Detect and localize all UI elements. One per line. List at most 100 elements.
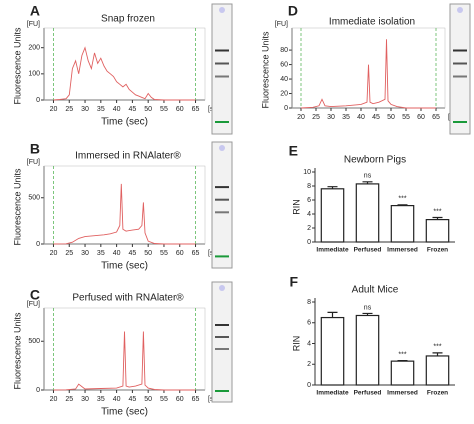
x-tick-label: Frozen (427, 390, 448, 397)
gel-band (215, 255, 229, 258)
gel-band (453, 62, 467, 65)
trace (53, 183, 196, 245)
gel-band (453, 121, 467, 123)
y-tick-label: 0 (307, 382, 311, 389)
annotation: ns (364, 173, 372, 180)
error-bar (397, 360, 408, 362)
error-bar (362, 312, 373, 316)
y-tick-label: 6 (307, 320, 311, 327)
bar (320, 188, 345, 243)
x-tick-label: Immediate (316, 390, 349, 397)
panel-letter: A (30, 3, 40, 19)
error-bar (432, 352, 443, 356)
y-axis-label: Fluorescence Units (12, 312, 22, 390)
x-tick-label: 35 (97, 396, 105, 403)
y-tick-label: 4 (307, 211, 311, 218)
x-tick-label: 65 (432, 114, 440, 121)
chart-title: Immediate isolation (329, 17, 415, 28)
gel-band (215, 324, 229, 326)
x-tick-label: 40 (113, 250, 121, 257)
y-unit: [FU] (27, 301, 40, 308)
y-tick-label: 0 (307, 239, 311, 246)
trace (300, 39, 436, 109)
y-tick-label: 200 (28, 45, 40, 52)
x-tick-label: Immersed (387, 390, 418, 397)
y-axis-label: RIN (291, 199, 301, 215)
gel-band (215, 348, 229, 350)
bar (425, 355, 450, 386)
x-tick-label: 45 (128, 250, 136, 257)
y-tick-label: 0 (36, 97, 40, 104)
x-tick-label: 55 (160, 250, 168, 257)
gel-well (219, 7, 225, 13)
x-tick-label: 20 (50, 250, 58, 257)
trace (53, 46, 196, 101)
x-tick-label: 50 (144, 250, 152, 257)
x-tick-label: 65 (192, 106, 200, 113)
annotation: ns (364, 304, 372, 311)
bar (355, 183, 380, 243)
x-tick-label: 65 (192, 396, 200, 403)
x-axis-label: Time (sec) (101, 407, 148, 418)
x-tick-label: Perfused (354, 390, 382, 397)
annotation: *** (433, 344, 441, 351)
x-tick-label: 50 (144, 396, 152, 403)
x-tick-label: 40 (357, 114, 365, 121)
panel-letter: B (30, 141, 40, 157)
gel-well (457, 7, 463, 13)
y-tick-label: 80 (280, 47, 288, 54)
y-tick-label: 10 (303, 169, 311, 176)
y-tick-label: 60 (280, 61, 288, 68)
x-tick-label: 25 (312, 114, 320, 121)
gel-band (215, 121, 229, 123)
y-tick-label: 500 (28, 338, 40, 345)
x-tick-label: 50 (387, 114, 395, 121)
y-tick-label: 8 (307, 183, 311, 190)
y-axis-label: RIN (291, 336, 301, 352)
bar (425, 219, 450, 243)
x-tick-label: 60 (176, 396, 184, 403)
y-unit: [FU] (27, 21, 40, 28)
x-tick-label: Immersed (387, 247, 418, 254)
x-tick-label: 55 (402, 114, 410, 121)
y-tick-label: 8 (307, 299, 311, 306)
chart-title: Adult Mice (352, 285, 399, 296)
annotation: *** (398, 351, 406, 358)
x-tick-label: 55 (160, 106, 168, 113)
error-bar (432, 216, 443, 220)
x-tick-label: 45 (372, 114, 380, 121)
gel-lane (211, 281, 233, 403)
y-axis-label: Fluorescence Units (260, 31, 270, 109)
chart-title: Snap frozen (101, 14, 155, 25)
chart-title: Newborn Pigs (344, 155, 406, 166)
gel-band (215, 390, 229, 392)
error-bar (362, 181, 373, 184)
y-unit: [FU] (27, 159, 40, 166)
x-tick-label: 65 (192, 250, 200, 257)
error-bar (327, 186, 338, 189)
x-tick-label: 20 (297, 114, 305, 121)
x-tick-label: Perfused (354, 247, 382, 254)
chart-title: Immersed in RNAlater® (75, 151, 181, 162)
y-axis-label: Fluorescence Units (12, 168, 22, 246)
plot-frame (43, 165, 206, 245)
x-tick-label: 55 (160, 396, 168, 403)
y-tick-label: 0 (36, 241, 40, 248)
x-tick-label: 35 (342, 114, 350, 121)
gel-well (219, 145, 225, 151)
gel-band (215, 75, 229, 78)
gel-band (215, 62, 229, 65)
trace (53, 331, 196, 391)
x-tick-label: 30 (81, 250, 89, 257)
bar (390, 205, 415, 243)
x-tick-label: 30 (327, 114, 335, 121)
x-tick-label: 60 (176, 106, 184, 113)
x-tick-label: 50 (144, 106, 152, 113)
y-tick-label: 2 (307, 225, 311, 232)
x-axis-label: Time (sec) (101, 261, 148, 272)
y-tick-label: 2 (307, 361, 311, 368)
x-tick-label: Immediate (316, 247, 349, 254)
x-tick-label: 40 (113, 396, 121, 403)
x-tick-label: 20 (50, 106, 58, 113)
